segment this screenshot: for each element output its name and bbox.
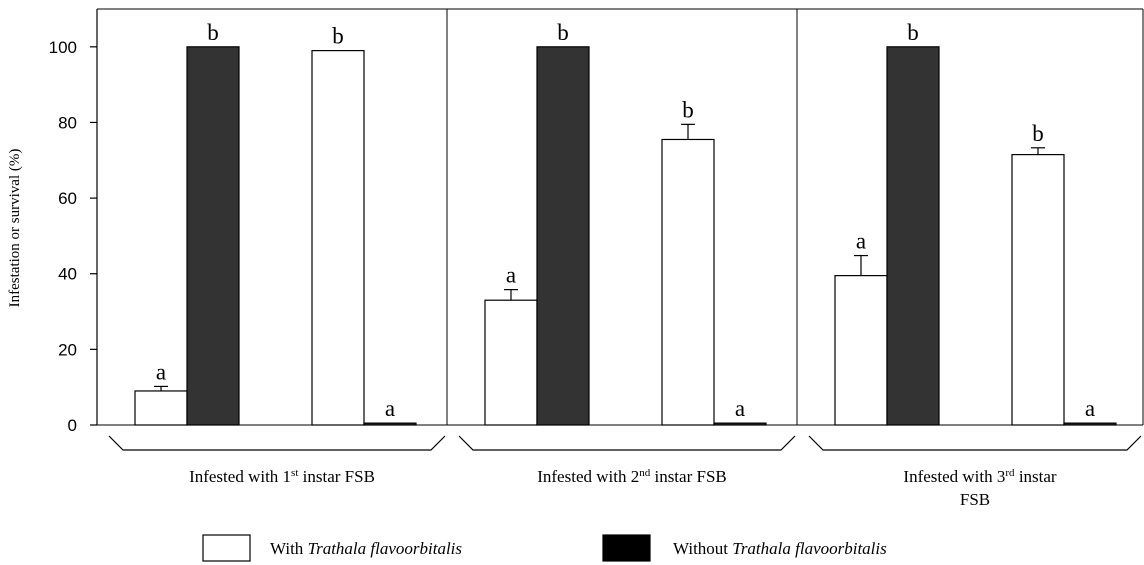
- sig-letter-g2-2: b: [557, 20, 569, 45]
- group-label-1: Infested with 1st instar FSB: [189, 467, 375, 486]
- legend-label-1: With Trathala flavoorbitalis: [270, 539, 462, 558]
- sig-letter-g1-2: b: [207, 20, 219, 45]
- legend-swatch-1: [202, 534, 251, 562]
- y-axis-title: Infestation or survival (%): [7, 149, 23, 308]
- bar-g1-3: [311, 49, 365, 426]
- y-tick-label-20: 20: [58, 340, 77, 359]
- bar-g1-4: [363, 422, 417, 426]
- group-bracket-1: [108, 435, 446, 451]
- group-labels: Infested with 1st instar FSB Infested wit…: [189, 467, 1057, 509]
- bar-g3-2: [886, 46, 940, 426]
- group-brackets: [108, 435, 1142, 451]
- plot-frame: [96, 8, 1144, 426]
- sig-letter-g3-4: a: [1085, 396, 1095, 421]
- y-tick-label-60: 60: [58, 189, 77, 208]
- sig-letter-g2-1: a: [506, 263, 516, 288]
- bars-layer: a b b a a b b a a b b a: [134, 20, 1117, 426]
- group-bracket-2: [458, 435, 796, 451]
- y-tick-label-40: 40: [58, 265, 77, 284]
- sig-letter-g2-3: b: [682, 97, 694, 122]
- legend: With Trathala flavoorbitalis Without Trat…: [202, 534, 887, 562]
- sig-letter-g3-3: b: [1032, 121, 1044, 146]
- group-label-3: Infested with 3rd instar: [903, 467, 1057, 486]
- legend-label-2: Without Trathala flavoorbitalis: [673, 539, 887, 558]
- sig-letter-g1-4: a: [385, 396, 395, 421]
- y-tick-label-0: 0: [68, 416, 77, 435]
- sig-letter-g2-4: a: [735, 396, 745, 421]
- group-label-3-line2: FSB: [960, 490, 990, 509]
- group-bracket-3: [808, 435, 1142, 451]
- sig-letter-g3-2: b: [907, 20, 919, 45]
- bar-g1-2: [186, 46, 240, 426]
- sig-letter-g1-3: b: [332, 24, 344, 49]
- bar-g2-2: [536, 46, 590, 426]
- y-axis: 0 20 40 60 80 100: [49, 38, 97, 435]
- bar-g2-1: [484, 299, 538, 426]
- y-tick-label-100: 100: [49, 38, 77, 57]
- sig-letter-g1-1: a: [156, 359, 166, 384]
- bar-g1-1: [134, 390, 188, 426]
- group-label-2: Infested with 2nd instar FSB: [537, 467, 727, 486]
- bar-g2-3: [661, 138, 715, 426]
- bar-g3-4: [1063, 422, 1117, 426]
- y-tick-label-80: 80: [58, 113, 77, 132]
- bar-g3-3: [1011, 154, 1065, 426]
- legend-swatch-2: [602, 534, 651, 562]
- bar-g2-4: [713, 422, 767, 426]
- bar-g3-1: [834, 275, 888, 426]
- sig-letter-g3-1: a: [856, 229, 866, 254]
